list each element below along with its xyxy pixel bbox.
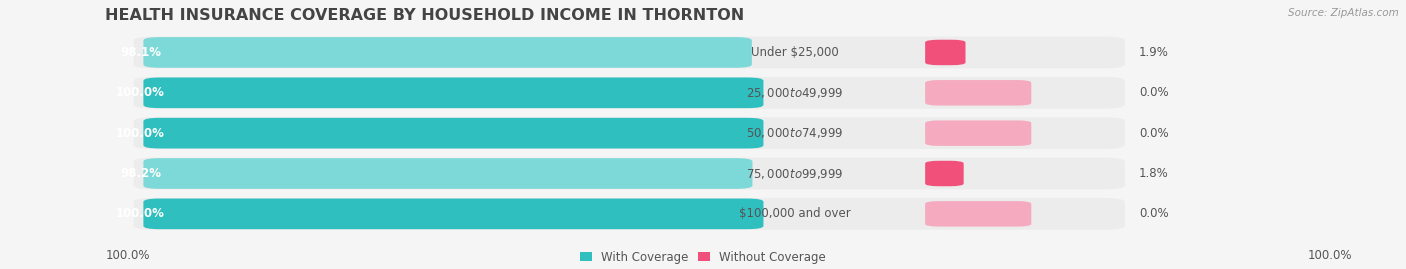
FancyBboxPatch shape [925,40,966,65]
Text: $25,000 to $49,999: $25,000 to $49,999 [745,86,844,100]
FancyBboxPatch shape [143,118,763,148]
Text: $50,000 to $74,999: $50,000 to $74,999 [745,126,844,140]
Text: 100.0%: 100.0% [105,249,150,262]
FancyBboxPatch shape [925,161,963,186]
Text: 98.1%: 98.1% [120,46,162,59]
FancyBboxPatch shape [134,77,1125,109]
Text: 1.9%: 1.9% [1139,46,1168,59]
Text: 100.0%: 100.0% [1308,249,1353,262]
Text: 0.0%: 0.0% [1139,127,1168,140]
Text: 100.0%: 100.0% [117,86,165,99]
FancyBboxPatch shape [925,201,1032,226]
Legend: With Coverage, Without Coverage: With Coverage, Without Coverage [575,246,831,268]
Text: 100.0%: 100.0% [117,207,165,220]
FancyBboxPatch shape [925,80,1032,105]
Text: HEALTH INSURANCE COVERAGE BY HOUSEHOLD INCOME IN THORNTON: HEALTH INSURANCE COVERAGE BY HOUSEHOLD I… [105,8,745,23]
FancyBboxPatch shape [143,77,763,108]
FancyBboxPatch shape [134,117,1125,149]
Text: 0.0%: 0.0% [1139,86,1168,99]
FancyBboxPatch shape [143,158,752,189]
Text: 1.8%: 1.8% [1139,167,1168,180]
Text: Under $25,000: Under $25,000 [751,46,838,59]
FancyBboxPatch shape [134,158,1125,189]
Text: 0.0%: 0.0% [1139,207,1168,220]
FancyBboxPatch shape [143,199,763,229]
FancyBboxPatch shape [143,37,752,68]
Text: 98.2%: 98.2% [120,167,162,180]
Text: $75,000 to $99,999: $75,000 to $99,999 [745,167,844,180]
Text: Source: ZipAtlas.com: Source: ZipAtlas.com [1288,8,1399,18]
FancyBboxPatch shape [134,37,1125,68]
FancyBboxPatch shape [925,121,1032,146]
Text: 100.0%: 100.0% [117,127,165,140]
FancyBboxPatch shape [134,198,1125,230]
Text: $100,000 and over: $100,000 and over [738,207,851,220]
